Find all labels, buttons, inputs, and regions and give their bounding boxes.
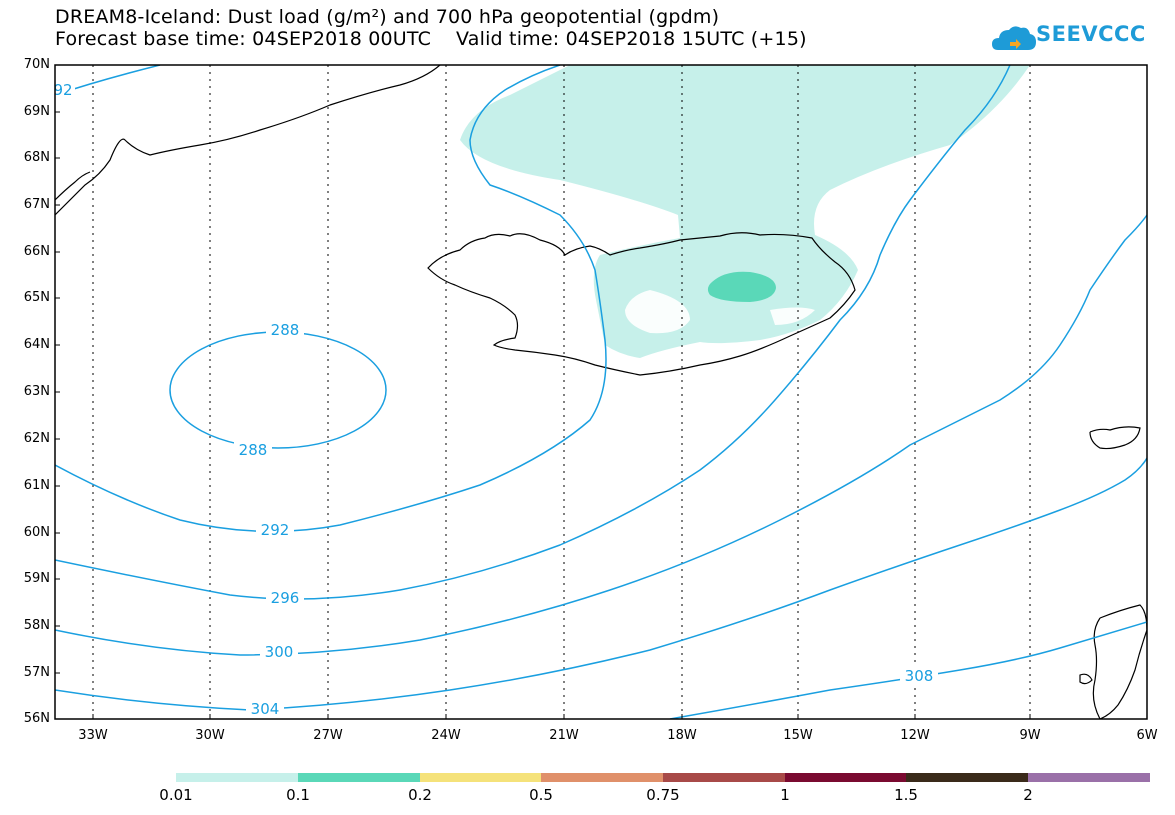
- lat-label-60n: 60N: [23, 525, 50, 540]
- contour-label-296: 296: [271, 589, 300, 607]
- colorbar-label-0.2: 0.2: [408, 786, 432, 804]
- colorbar-label-2: 2: [1023, 786, 1033, 804]
- dust-plume-low: [460, 65, 1030, 358]
- contour-308: [669, 621, 1147, 719]
- map-title: DREAM8-Iceland: Dust load (g/m²) and 700…: [55, 6, 720, 28]
- colorbar-swatch-3: [420, 773, 541, 782]
- lat-label-69n: 69N: [23, 104, 50, 119]
- dust-patch-mid: [707, 271, 776, 302]
- lon-label-12w: 12W: [900, 728, 930, 743]
- iceland-coast: [427, 232, 856, 376]
- lon-label-27w: 27W: [313, 728, 343, 743]
- lon-label-9w: 9W: [1019, 728, 1041, 743]
- lat-label-56n: 56N: [23, 711, 50, 726]
- contour-label-288-bottom: 288: [239, 441, 268, 459]
- lat-label-68n: 68N: [23, 150, 50, 165]
- colorbar-swatch-5: [663, 773, 785, 782]
- contour-label-300: 300: [265, 643, 294, 661]
- colorbar-swatch-4: [541, 773, 663, 782]
- lat-label-65n: 65N: [23, 290, 50, 305]
- lat-label-67n: 67N: [23, 197, 50, 212]
- colorbar-label-0.1: 0.1: [286, 786, 310, 804]
- lat-label-57n: 57N: [23, 665, 50, 680]
- lat-label-63n: 63N: [23, 384, 50, 399]
- axis-ticks: [55, 64, 1031, 719]
- lon-label-15w: 15W: [783, 728, 813, 743]
- colorbar-swatch-6: [785, 773, 906, 782]
- colorbar-label-0.75: 0.75: [646, 786, 680, 804]
- contour-label-292: 292: [261, 521, 290, 539]
- lon-label-21w: 21W: [549, 728, 579, 743]
- contour-label-288-top: 288: [271, 321, 300, 339]
- colorbar-swatch-2: [298, 773, 420, 782]
- lat-label-61n: 61N: [23, 478, 50, 493]
- contour-label-308: 308: [905, 667, 934, 685]
- colorbar-swatch-8: [1028, 773, 1150, 782]
- lon-label-6w: 6W: [1136, 728, 1158, 743]
- contour-304: [55, 457, 1147, 711]
- contour-300: [55, 214, 1147, 656]
- lat-label-59n: 59N: [23, 571, 50, 586]
- contour-288: [169, 331, 387, 449]
- cloud-icon: [992, 26, 1036, 50]
- lon-label-24w: 24W: [431, 728, 461, 743]
- contour-label-292-edge: 92: [53, 81, 72, 99]
- colorbar-swatch-7: [906, 773, 1028, 782]
- lon-label-30w: 30W: [195, 728, 225, 743]
- lat-label-66n: 66N: [23, 244, 50, 259]
- coastlines: [55, 65, 1147, 719]
- colorbar-label-1.5: 1.5: [894, 786, 918, 804]
- colorbar-label-1: 1: [780, 786, 790, 804]
- lat-label-70n: 70N: [23, 57, 50, 72]
- lat-label-64n: 64N: [23, 337, 50, 352]
- colorbar-label-0.01: 0.01: [159, 786, 193, 804]
- contour-label-304: 304: [251, 700, 280, 718]
- colorbar-swatch-1: [176, 773, 298, 782]
- lon-label-18w: 18W: [667, 728, 697, 743]
- lon-label-33w: 33W: [78, 728, 108, 743]
- logo-text: SEEVCCC: [1036, 22, 1146, 46]
- colorbar-label-0.5: 0.5: [529, 786, 553, 804]
- lat-label-58n: 58N: [23, 618, 50, 633]
- lat-label-62n: 62N: [23, 431, 50, 446]
- forecast-times: Forecast base time: 04SEP2018 00UTC Vali…: [55, 28, 807, 50]
